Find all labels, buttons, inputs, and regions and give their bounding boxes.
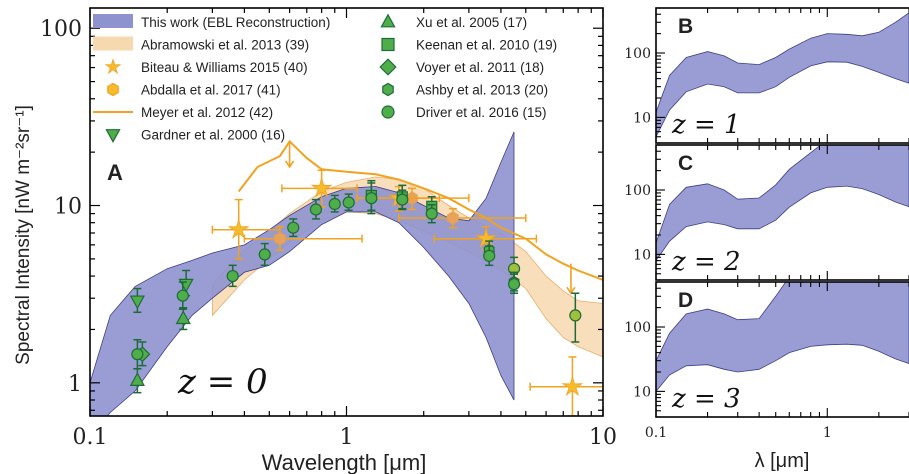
y-tick-label: 100 — [624, 320, 651, 336]
right-panels: 10 100 Bz = 1 10 100 Cz = 2 10 100 Dz = 30.1 1 — [624, 7, 909, 441]
panel-a-legend: This work (EBL Reconstruction) Abramowski… — [93, 13, 557, 143]
panel-frame — [655, 7, 909, 144]
meyer-limit-arrow — [284, 160, 295, 169]
legend-keenan-label: Keenan et al. 2010 (19) — [416, 38, 557, 53]
right-x-axis-label: λ [μm] — [755, 450, 810, 472]
x-tick-label: 1 — [340, 425, 354, 450]
olive-point — [569, 309, 582, 322]
panel-c: 10 100 Cz = 2 — [624, 144, 909, 281]
legend-keenan-marker — [381, 37, 395, 52]
legend-gardner-label: Gardner et al. 2000 (16) — [141, 128, 285, 143]
y-tick-label: 10 — [633, 384, 651, 400]
legend-biteau-williams-marker — [104, 58, 122, 75]
ebl-band-d — [656, 282, 909, 393]
panel-a-bands — [90, 131, 603, 416]
right-x-tick-label: 1 — [823, 425, 832, 441]
legend-voyer-label: Voyer et al. 2011 (18) — [416, 60, 544, 75]
y-tick-label: 100 — [40, 17, 82, 42]
x-tick-label: 10 — [589, 425, 617, 450]
meyer-limit-arrow — [566, 286, 576, 295]
legend-abdalla-label: Abdalla et al. 2017 (41) — [141, 83, 281, 98]
driver-point — [365, 192, 378, 205]
driver-point — [226, 269, 239, 283]
x-tick-label: 0.1 — [73, 425, 108, 450]
biteau-williams-point — [310, 176, 333, 198]
legend-ashby-label: Ashby et al. 2013 (20) — [416, 83, 548, 98]
panel-letter: C — [678, 152, 693, 175]
biteau-williams-point — [475, 227, 497, 248]
legend-abramowski-band-label: Abramowski et al. 2013 (39) — [141, 38, 309, 53]
legend-ashby-marker — [382, 82, 394, 97]
panel-a-points — [129, 169, 603, 416]
abdalla-point — [447, 211, 459, 225]
legend-abramowski-band-swatch — [93, 36, 133, 51]
redshift-annotation: z = 1 — [671, 110, 741, 140]
y-tick-label: 10 — [633, 110, 651, 126]
biteau-williams-point — [227, 218, 250, 239]
ebl-reconstruction-band — [90, 131, 515, 416]
panel-a-x-axis-label: Wavelength [μm] — [262, 450, 427, 474]
panel-a-ticks: 0.1 1 10 1 10 100 — [40, 8, 617, 450]
panel-a-lines — [237, 139, 603, 295]
legend-ebl-band-label: This work (EBL Reconstruction) — [141, 15, 330, 30]
xu-point — [175, 310, 191, 325]
abdalla-point — [274, 232, 286, 246]
legend-gardner-marker — [105, 129, 121, 143]
ebl-band-b — [656, 12, 909, 137]
driver-point — [287, 221, 300, 234]
driver-point — [507, 278, 521, 291]
legend-xu-marker — [380, 13, 396, 28]
driver-point — [309, 203, 323, 216]
driver-point — [396, 193, 409, 206]
driver-point — [342, 196, 355, 209]
y-tick-label: 100 — [624, 183, 651, 199]
panel-b: 10 100 Bz = 1 — [624, 7, 909, 144]
panel-letter: B — [678, 15, 693, 38]
legend-xu-label: Xu et al. 2005 (17) — [416, 15, 527, 30]
driver-point — [258, 248, 271, 261]
legend-voyer-marker — [379, 58, 397, 76]
panel-letter: D — [678, 289, 693, 312]
redshift-annotation: z = 2 — [671, 247, 741, 277]
biteau-williams-point — [561, 375, 584, 397]
right-x-tick-label: 0.1 — [645, 425, 667, 441]
legend-driver-marker — [381, 105, 395, 119]
xu-point — [129, 372, 145, 386]
driver-point — [328, 197, 341, 211]
driver-point — [483, 249, 496, 262]
ebl-band-c — [656, 145, 909, 262]
driver-point — [425, 207, 438, 220]
legend-meyer-line-label: Meyer et al. 2012 (42) — [141, 105, 273, 120]
driver-point — [176, 289, 189, 302]
panel-a-letter: A — [107, 160, 123, 185]
panel-d: 10 100 Dz = 3 — [624, 281, 909, 418]
panel-a-y-axis-label: Spectral Intensity [nW m⁻²sr⁻¹] — [13, 105, 34, 365]
driver-point — [131, 348, 144, 361]
panel-a-redshift-annotation: z = 0 — [177, 362, 268, 402]
y-tick-label: 1 — [68, 372, 82, 397]
panel-a: 0.1 1 10 1 10 100 This work (EBL Reconstructi… — [13, 7, 617, 474]
legend-driver-label: Driver et al. 2016 (15) — [416, 105, 547, 120]
gardner-point — [129, 295, 145, 310]
y-tick-label: 10 — [54, 195, 82, 220]
panel-frame — [655, 144, 909, 281]
panel-frame — [655, 281, 909, 418]
legend-ebl-band-swatch — [93, 14, 133, 28]
legend-abdalla-marker — [107, 82, 119, 97]
y-tick-label: 100 — [624, 46, 651, 62]
legend-biteau-williams-label: Biteau & Williams 2015 (40) — [141, 60, 308, 75]
y-tick-label: 10 — [633, 247, 651, 263]
redshift-annotation: z = 3 — [671, 384, 741, 414]
